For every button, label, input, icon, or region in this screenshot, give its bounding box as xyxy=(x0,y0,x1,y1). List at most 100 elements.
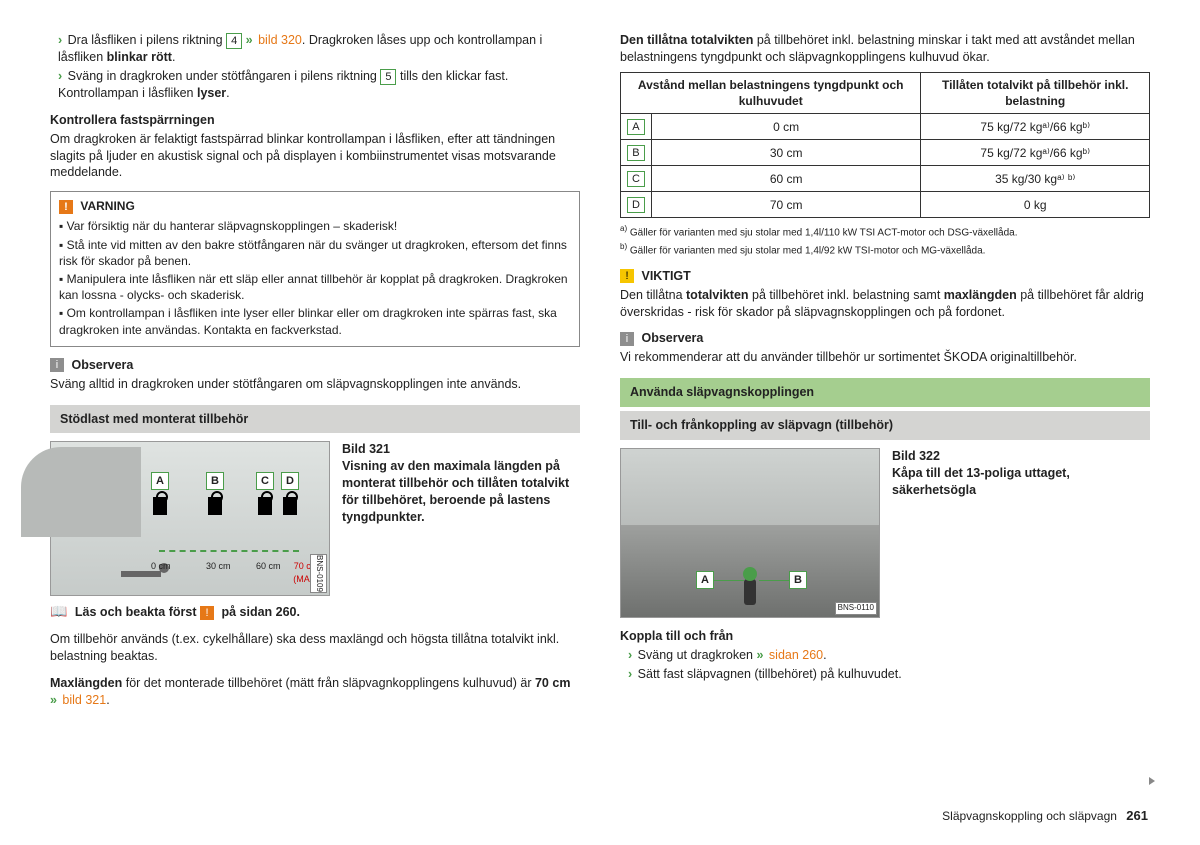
subheading: Koppla till och från xyxy=(620,628,1150,645)
weight-table: Avstånd mellan belastningens tyngdpunkt … xyxy=(620,72,1150,218)
table-header-row: Avstånd mellan belastningens tyngdpunkt … xyxy=(621,72,1150,113)
step-2: › Sväng in dragkroken under stötfångaren… xyxy=(58,68,580,102)
ref-arrow: » xyxy=(246,33,253,47)
section-bar-green: Använda släpvagnskopplingen xyxy=(620,378,1150,407)
towbar-shape xyxy=(744,579,756,605)
important-heading: ! VIKTIGT xyxy=(620,268,1150,285)
weight-icon xyxy=(208,497,222,515)
car-shape xyxy=(21,447,141,537)
warning-icon: ! xyxy=(200,606,214,620)
weight-icon xyxy=(153,497,167,515)
figure-caption: Bild 321 Visning av den maximala längden… xyxy=(342,441,580,596)
warn-item: ▪ Stå inte vid mitten av den bakre stötf… xyxy=(59,237,571,269)
read-first: 📖 Läs och beakta först ! på sidan 260. xyxy=(50,602,580,621)
row-key: D xyxy=(627,197,645,213)
dim-line xyxy=(159,550,299,552)
image-code: BNS-0109 xyxy=(310,554,327,593)
row-weight: 35 kg/30 kgᵃ⁾ ᵇ⁾ xyxy=(921,166,1150,192)
row-weight: 75 kg/72 kgᵃ⁾/66 kgᵇ⁾ xyxy=(921,114,1150,140)
section-bar: Till- och frånkoppling av släpvagn (till… xyxy=(620,411,1150,440)
dim-label: 0 cm xyxy=(151,560,171,572)
paragraph: Sväng alltid in dragkroken under stötfån… xyxy=(50,376,580,393)
table-header: Tillåten totalvikt på tillbehör inkl. be… xyxy=(921,72,1150,113)
step: › Sätt fast släpvagnen (tillbehöret) på … xyxy=(628,666,1150,683)
dim-label: 60 cm xyxy=(256,560,281,572)
table-row: C 60 cm35 kg/30 kgᵃ⁾ ᵇ⁾ xyxy=(621,166,1150,192)
row-distance: 60 cm xyxy=(651,166,920,192)
row-key: A xyxy=(627,119,644,135)
row-distance: 0 cm xyxy=(651,114,920,140)
important-icon: ! xyxy=(620,269,634,283)
step: › Sväng ut dragkroken » sidan 260. xyxy=(628,647,1150,664)
text: Sväng in dragkroken under stötfångaren i… xyxy=(68,69,381,83)
observe-heading-2: i Observera xyxy=(620,330,1150,347)
chevron-icon: › xyxy=(58,33,62,47)
maxlen-paragraph: Maxlängden för det monterade tillbehöret… xyxy=(50,675,580,709)
warning-heading: ! VARNING xyxy=(59,198,571,214)
dim-label: 30 cm xyxy=(206,560,231,572)
book-icon: 📖 xyxy=(50,603,67,619)
right-column: Den tillåtna totalvikten på tillbehöret … xyxy=(620,30,1150,825)
pointer-line xyxy=(714,580,744,581)
row-key: C xyxy=(627,171,645,187)
table-header: Avstånd mellan belastningens tyngdpunkt … xyxy=(621,72,921,113)
bold: lyser xyxy=(197,86,226,100)
row-weight: 0 kg xyxy=(921,192,1150,218)
ref-link: bild 320 xyxy=(255,33,302,47)
important-paragraph: Den tillåtna totalvikten på tillbehöret … xyxy=(620,287,1150,321)
row-key: B xyxy=(627,145,644,161)
bold: blinkar rött xyxy=(107,50,172,64)
diagram-321: A B C D 0 cm 30 cm 60 cm 70 cm (MAX) BNS… xyxy=(50,441,330,596)
page-number: 261 xyxy=(1126,808,1148,823)
marker-d: D xyxy=(281,472,299,490)
ref-box-5: 5 xyxy=(380,69,396,85)
ref-arrow: » xyxy=(50,693,57,707)
marker-b: B xyxy=(789,571,807,589)
ref-link: bild 321 xyxy=(59,693,106,707)
row-weight: 75 kg/72 kgᵃ⁾/66 kgᵇ⁾ xyxy=(921,140,1150,166)
figure-322: A B BNS-0110 Bild 322 Kåpa till det 13-p… xyxy=(620,448,1150,618)
weight-icon xyxy=(283,497,297,515)
subheading: Kontrollera fastspärrningen xyxy=(50,112,580,129)
row-distance: 30 cm xyxy=(651,140,920,166)
paragraph: Om tillbehör används (t.ex. cykelhållare… xyxy=(50,631,580,665)
paragraph: Om dragkroken är felaktigt fastspärrad b… xyxy=(50,131,580,182)
marker-a: A xyxy=(696,571,714,589)
warning-icon: ! xyxy=(59,200,73,214)
chevron-icon: › xyxy=(58,69,62,83)
marker-b: B xyxy=(206,472,224,490)
warn-item: ▪ Om kontrollampan i låsfliken inte lyse… xyxy=(59,305,571,337)
warning-box: ! VARNING ▪ Var försiktig när du hantera… xyxy=(50,191,580,347)
image-code: BNS-0110 xyxy=(835,602,877,615)
chevron-icon: › xyxy=(628,648,632,662)
table-row: A 0 cm75 kg/72 kgᵃ⁾/66 kgᵇ⁾ xyxy=(621,114,1150,140)
page-footer: Släpvagnskoppling och släpvagn 261 xyxy=(942,807,1148,825)
ref-box-4: 4 xyxy=(226,33,242,49)
ref-arrow: » xyxy=(756,648,763,662)
left-column: › Dra låsfliken i pilens riktning 4 » bi… xyxy=(50,30,580,825)
intro-paragraph: Den tillåtna totalvikten på tillbehöret … xyxy=(620,32,1150,66)
table-row: B 30 cm75 kg/72 kgᵃ⁾/66 kgᵇ⁾ xyxy=(621,140,1150,166)
marker-c: C xyxy=(256,472,274,490)
footnote-a: a) Gäller för varianten med sju stolar m… xyxy=(620,224,1150,240)
warn-item: ▪ Var försiktig när du hanterar släpvagn… xyxy=(59,218,571,234)
section-bar: Stödlast med monterat tillbehör xyxy=(50,405,580,434)
figure-321: A B C D 0 cm 30 cm 60 cm 70 cm (MAX) BNS… xyxy=(50,441,580,596)
figure-caption: Bild 322 Kåpa till det 13-poliga uttaget… xyxy=(892,448,1150,618)
step-1: › Dra låsfliken i pilens riktning 4 » bi… xyxy=(58,32,580,66)
row-distance: 70 cm xyxy=(651,192,920,218)
observe-heading: i Observera xyxy=(50,357,580,374)
marker-a: A xyxy=(151,472,169,490)
paragraph: Vi rekommenderar att du använder tillbeh… xyxy=(620,349,1150,366)
weight-icon xyxy=(258,497,272,515)
diagram-322: A B BNS-0110 xyxy=(620,448,880,618)
ball-shape xyxy=(743,567,757,581)
info-icon: i xyxy=(620,332,634,346)
warn-item: ▪ Manipulera inte låsfliken när ett släp… xyxy=(59,271,571,303)
chevron-icon: › xyxy=(628,667,632,681)
pointer-line xyxy=(759,580,789,581)
continue-icon xyxy=(1149,777,1155,785)
text: Dra låsfliken i pilens riktning xyxy=(68,33,226,47)
table-row: D 70 cm0 kg xyxy=(621,192,1150,218)
ref-link: sidan 260 xyxy=(765,648,823,662)
